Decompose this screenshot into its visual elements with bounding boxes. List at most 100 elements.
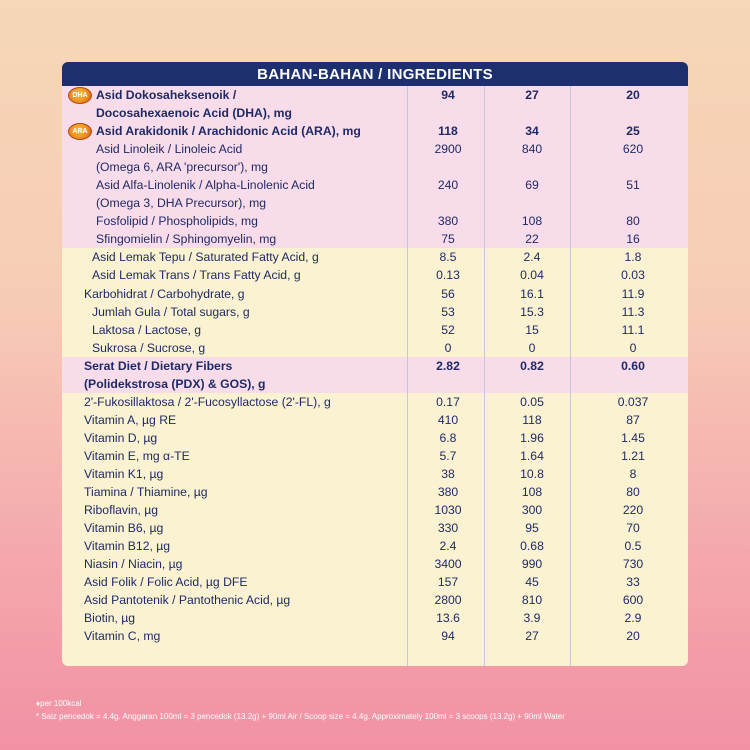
nutrient-label: (Polidekstrosa (PDX) & GOS), g	[84, 376, 266, 391]
nutrient-value-v2: 840	[521, 142, 543, 157]
nutrient-label: (Omega 3, DHA Precursor), mg	[96, 196, 266, 211]
nutrient-value-v3: 70	[626, 521, 640, 536]
nutrient-label: Sfingomielin / Sphingomyelin, mg	[96, 232, 277, 247]
table-row: Vitamin B12, µg 2.4 0.68 0.5	[62, 537, 688, 555]
nutrient-value-v3: 80	[626, 485, 640, 500]
nutrient-value-v3: 25	[626, 124, 640, 139]
nutrient-label: Asid Linoleik / Linoleic Acid	[96, 142, 243, 157]
nutrient-label: Vitamin C, mg	[84, 629, 161, 644]
nutrient-value-v2: 95	[525, 521, 539, 536]
nutrient-value-v1: 2.82	[436, 358, 460, 373]
nutrient-value-v2: 69	[525, 178, 539, 193]
nutrient-label: Asid Lemak Trans / Trans Fatty Acid, g	[92, 268, 301, 283]
nutrient-value-v3: 600	[622, 593, 644, 608]
table-row: Asid Lemak Trans / Trans Fatty Acid, g 0.…	[62, 266, 688, 284]
nutrient-value-v3: 620	[622, 142, 644, 157]
table-row: Vitamin B6, µg 330 95 70	[62, 519, 688, 537]
nutrient-value-v2: 108	[521, 214, 543, 229]
column-divider	[570, 86, 571, 666]
nutrient-value-v3: 11.3	[621, 304, 645, 319]
table-row: Vitamin D, µg 6.8 1.96 1.45	[62, 429, 688, 447]
nutrient-value-v1: 52	[441, 322, 455, 337]
nutrient-value-v1: 53	[441, 304, 455, 319]
nutrient-value-v2: 300	[521, 503, 543, 518]
nutrient-value-v3: 730	[622, 557, 644, 572]
nutrient-value-v1: 75	[441, 232, 455, 247]
nutrient-value-v1: 6.8	[439, 430, 457, 445]
nutrient-value-v2: 10.8	[520, 467, 544, 481]
nutrient-label: Asid Folik / Folic Acid, µg DFE	[84, 575, 248, 590]
nutrient-label: Sukrosa / Sucrose, g	[92, 340, 206, 355]
nutrient-label: Serat Diet / Dietary Fibers	[84, 358, 233, 373]
table-row: (Omega 6, ARA 'precursor'), mg	[62, 158, 688, 177]
nutrient-value-v2: 0.68	[520, 539, 544, 554]
nutrient-value-v1: 94	[441, 629, 455, 644]
nutrient-value-v3: 80	[626, 214, 640, 229]
nutrient-value-v3: 0.03	[621, 268, 645, 283]
nutrient-value-v1: 380	[437, 214, 459, 229]
nutrient-value-v3: 11.1	[621, 322, 645, 337]
nutrient-label: Asid Lemak Tepu / Saturated Fatty Acid, …	[92, 250, 319, 265]
ara-badge-icon: ARA	[68, 123, 92, 141]
table-row: Tiamina / Thiamine, µg 380 108 80	[62, 483, 688, 501]
nutrient-value-v1: 2.4	[439, 539, 457, 554]
nutrient-label: Vitamin B6, µg	[84, 521, 164, 536]
nutrient-value-v3: 20	[626, 629, 640, 644]
nutrient-value-v3: 2.9	[624, 611, 642, 626]
nutrient-value-v1: 2800	[434, 593, 462, 608]
table-row: Fosfolipid / Phospholipids, mg 380 108 80	[62, 212, 688, 231]
nutrient-label: Niasin / Niacin, µg	[84, 557, 183, 572]
table-row: (Omega 3, DHA Precursor), mg	[62, 194, 688, 213]
nutrient-value-v1: 410	[437, 412, 459, 427]
nutrient-value-v3: 33	[626, 575, 640, 590]
nutrient-value-v1: 2900	[434, 142, 462, 157]
nutrient-value-v3: 51	[626, 178, 640, 193]
table-row: 2'-Fukosillaktosa / 2'-Fucosyllactose (2…	[62, 393, 688, 411]
table-row: DHA Asid Dokosaheksenoik / 94 27 20	[62, 86, 688, 105]
nutrient-value-v3: 1.21	[621, 448, 645, 463]
nutrient-label: Riboflavin, µg	[84, 503, 159, 518]
nutrient-value-v2: 108	[521, 485, 543, 500]
table-row: Niasin / Niacin, µg 3400 990 730	[62, 555, 688, 573]
nutrient-value-v3: 20	[626, 88, 640, 103]
table-row: Riboflavin, µg 1030 300 220	[62, 501, 688, 519]
nutrient-value-v2: 1.64	[520, 448, 544, 463]
nutrient-value-v3: 0	[629, 340, 637, 355]
nutrient-value-v2: 0.82	[520, 358, 544, 373]
nutrient-value-v3: 0.037	[617, 394, 649, 409]
nutrient-label: Vitamin D, µg	[84, 430, 158, 445]
table-row: Laktosa / Lactose, g 52 15 11.1	[62, 321, 688, 339]
nutrient-label: Tiamina / Thiamine, µg	[84, 485, 208, 500]
table-row: Asid Folik / Folic Acid, µg DFE 157 45 33	[62, 573, 688, 591]
footnote-per-kcal: ♦per 100kcal	[36, 699, 82, 708]
table-row: Sfingomielin / Sphingomyelin, mg 75 22 16	[62, 230, 688, 249]
nutrient-value-v1: 330	[437, 521, 459, 536]
nutrient-value-v2: 27	[525, 629, 539, 644]
nutrient-value-v1: 56	[441, 286, 455, 301]
nutrient-label: Docosahexaenoic Acid (DHA), mg	[96, 106, 292, 121]
nutrient-value-v1: 0.13	[436, 268, 460, 283]
nutrient-label: Vitamin K1, µg	[84, 467, 164, 481]
table-row: Sukrosa / Sucrose, g 0 0 0	[62, 339, 688, 357]
ingredients-table: DHA Asid Dokosaheksenoik / 94 27 20 Docosahex…	[62, 86, 688, 645]
nutrient-value-v3: 0.60	[621, 358, 645, 373]
table-row: Asid Alfa-Linolenik / Alpha-Linolenic Ac…	[62, 176, 688, 195]
nutrient-label: (Omega 6, ARA 'precursor'), mg	[96, 160, 268, 175]
dha-badge-icon: DHA	[68, 87, 92, 104]
nutrient-label: Jumlah Gula / Total sugars, g	[92, 304, 250, 319]
nutrient-value-v2: 27	[525, 88, 539, 103]
ingredients-panel: BAHAN-BAHAN / INGREDIENTS DHA Asid Dokosa…	[62, 62, 688, 666]
nutrient-value-v2: 118	[522, 412, 542, 427]
nutrient-value-v1: 0	[444, 340, 452, 355]
nutrient-label: Vitamin B12, µg	[84, 539, 171, 554]
nutrient-value-v2: 0.05	[520, 394, 544, 409]
nutrient-value-v2: 810	[521, 593, 543, 608]
table-row: ARA Asid Arakidonik / Arachidonic Acid (A…	[62, 122, 688, 141]
nutrient-value-v2: 3.9	[523, 611, 541, 626]
nutrient-value-v1: 38	[441, 467, 455, 481]
nutrient-value-v2: 16.1	[520, 286, 544, 301]
table-row: Karbohidrat / Carbohydrate, g 56 16.1 11.9	[62, 285, 688, 303]
nutrient-value-v3: 16	[626, 232, 640, 247]
ingredients-header: BAHAN-BAHAN / INGREDIENTS	[62, 62, 688, 86]
nutrient-value-v2: 45	[525, 575, 539, 590]
